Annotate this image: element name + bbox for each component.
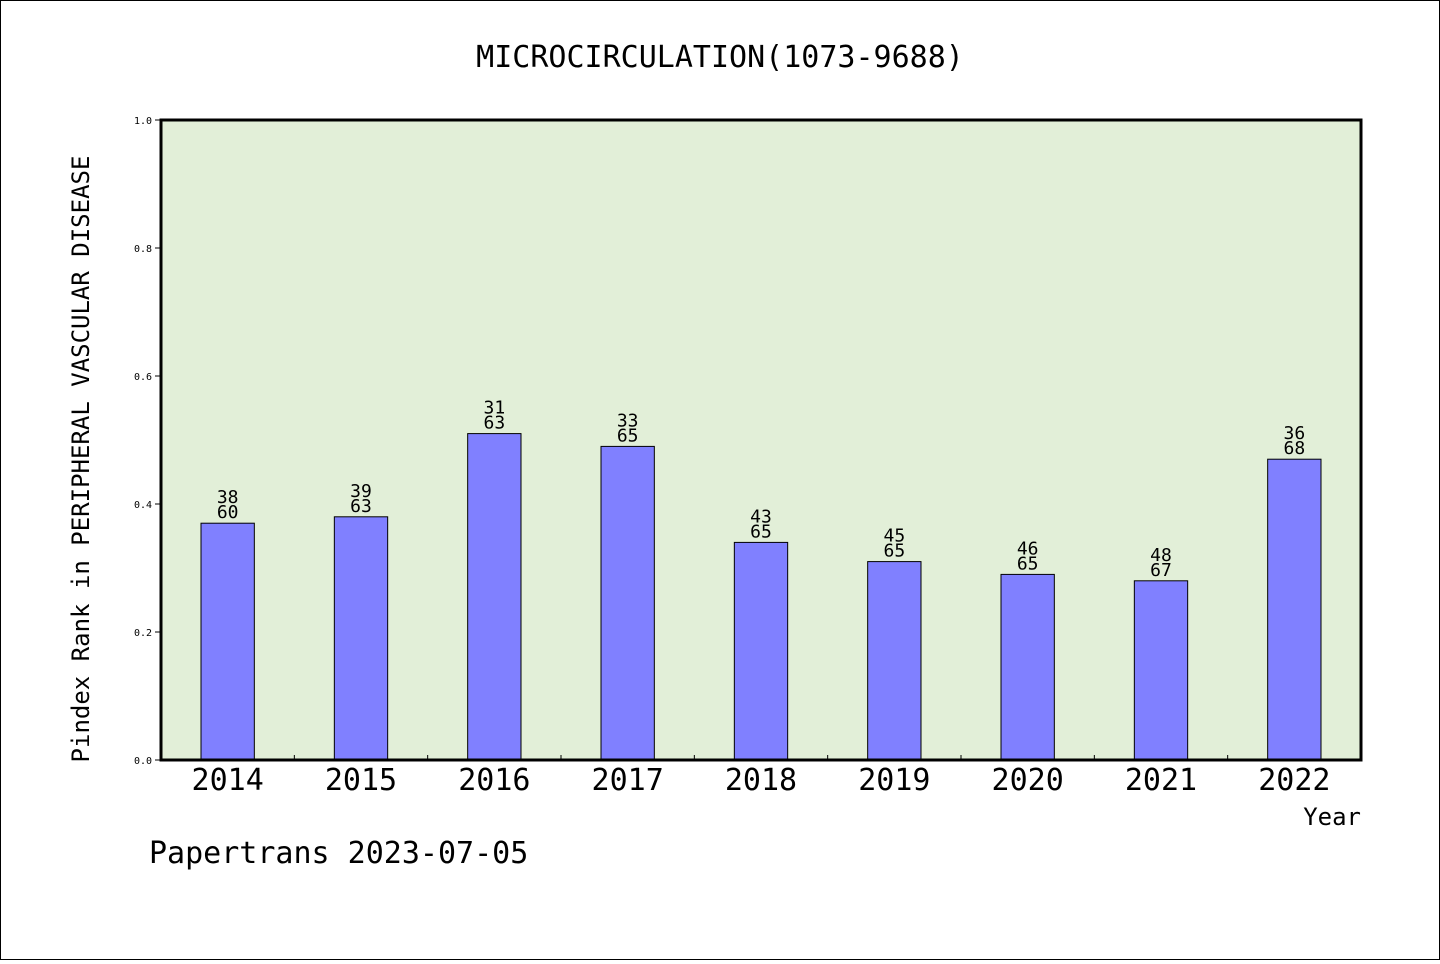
- x-tick-label: 2015: [325, 763, 397, 798]
- y-tick-label: 0.4: [134, 500, 152, 511]
- x-tick-label: 2021: [1125, 763, 1197, 798]
- y-tick-label: 0.2: [134, 628, 152, 639]
- bar-total-label: 65: [750, 521, 772, 542]
- x-tick-label: 2020: [992, 763, 1064, 798]
- x-axis: 2014 2015 2016 2017 2018 2019 2020 2021 2022: [192, 755, 1330, 798]
- x-tick-label: 2014: [192, 763, 264, 798]
- y-tick-label: 0.6: [134, 372, 152, 383]
- bar-rank-label: 36: [1283, 423, 1305, 444]
- plot-border: [159, 118, 1363, 762]
- x-tick-label: 2019: [858, 763, 930, 798]
- bar-total-label: 65: [883, 541, 905, 562]
- bar-2015: [333, 516, 389, 761]
- bar-total-label: 60: [217, 502, 239, 523]
- bar-rank-label: 33: [617, 410, 639, 431]
- bar-2022: [1267, 458, 1322, 761]
- bar-2021: [1133, 580, 1189, 761]
- bar-total-label: 63: [483, 413, 505, 434]
- bar-2014: [200, 522, 255, 761]
- bar-rank-label: 31: [483, 398, 505, 419]
- bar-2016: [467, 433, 522, 761]
- y-tick-label: 0.8: [134, 244, 152, 255]
- bar-2018: [733, 541, 789, 761]
- y-axis: 0.0 0.2 0.4 0.6 0.8 1.0: [134, 116, 161, 767]
- bar-total-label: 68: [1283, 438, 1305, 459]
- bar-total-label: 65: [1017, 553, 1039, 574]
- bar-rank-label: 39: [350, 481, 372, 502]
- y-axis-label: Pindex Rank in PERIPHERAL VASCULAR DISEA…: [67, 156, 95, 763]
- x-tick-label: 2022: [1258, 763, 1330, 798]
- bar-rank-label: 43: [750, 506, 772, 527]
- bar-total-label: 63: [350, 496, 372, 517]
- footer-text: Papertrans 2023-07-05: [149, 836, 528, 871]
- y-tick-label: 1.0: [134, 116, 152, 127]
- bar-2017: [600, 445, 655, 761]
- bar-total-label: 65: [617, 425, 639, 446]
- bar-rank-label: 48: [1150, 545, 1172, 566]
- x-tick-label: 2016: [458, 763, 530, 798]
- bar-rank-label: 38: [217, 487, 239, 508]
- chart-title: MICROCIRCULATION(1073-9688): [476, 40, 964, 75]
- bar-rank-label: 45: [883, 526, 905, 547]
- bar-2019: [867, 561, 922, 761]
- x-tick-label: 2017: [592, 763, 664, 798]
- bar-rank-label: 46: [1017, 538, 1039, 559]
- bar-total-label: 67: [1150, 560, 1172, 581]
- x-axis-label: Year: [1303, 803, 1361, 831]
- bar-2020: [1000, 573, 1055, 761]
- y-tick-label: 0.0: [134, 756, 152, 767]
- x-tick-label: 2018: [725, 763, 797, 798]
